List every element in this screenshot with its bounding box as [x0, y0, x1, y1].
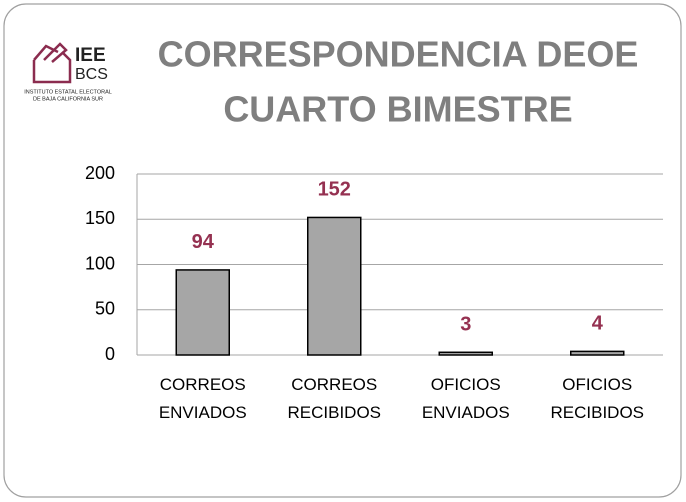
data-label: 3: [460, 314, 471, 336]
chart-title: CUARTO BIMESTRE: [223, 89, 572, 130]
logo-caption: INSTITUTO ESTATAL ELECTORAL: [24, 89, 112, 95]
data-label: 152: [318, 179, 351, 201]
y-tick-label: 200: [85, 163, 115, 183]
x-tick-label: CORREOS ENVIADOS: [159, 375, 247, 422]
x-tick-label: CORREOS RECIBIDOS: [287, 375, 381, 422]
bar: [570, 350, 625, 356]
y-tick-label: 0: [105, 344, 115, 364]
y-tick-label: 100: [85, 253, 115, 273]
chart-title: CORRESPONDENCIA DEOE: [158, 34, 639, 75]
bar: [438, 351, 493, 356]
y-tick-label: 50: [95, 299, 115, 319]
bar: [307, 216, 362, 356]
y-tick-label: 150: [85, 208, 115, 228]
data-label: 4: [592, 313, 604, 335]
logo: IEE BCS INSTITUTO ESTATAL ELECTORAL DE B…: [24, 42, 112, 102]
bar: [175, 269, 230, 356]
logo-icon: [43, 42, 68, 63]
logo-caption: DE BAJA CALIFORNIA SUR: [33, 96, 103, 102]
x-tick-label: OFICIOS RECIBIDOS: [550, 375, 644, 422]
logo-sub: BCS: [75, 66, 108, 83]
x-tick-label: OFICIOS ENVIADOS: [422, 375, 510, 422]
data-label: 94: [192, 231, 215, 253]
logo-name: IEE: [75, 45, 106, 66]
